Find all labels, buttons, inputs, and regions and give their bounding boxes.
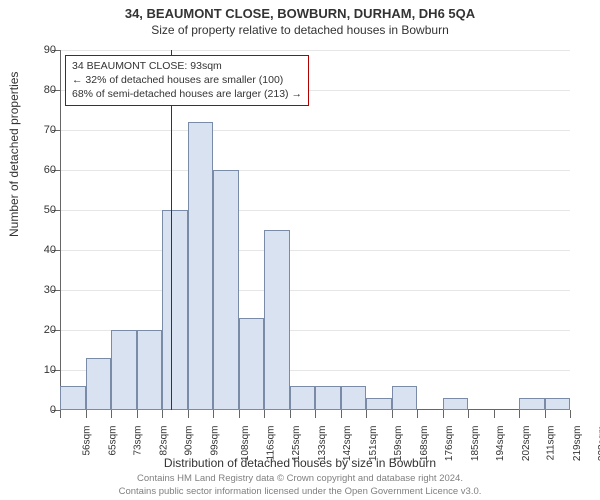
annotation-box: 34 BEAUMONT CLOSE: 93sqm ← 32% of detach…: [65, 55, 309, 106]
plot-area: 0102030405060708090 56sqm65sqm73sqm82sqm…: [60, 50, 570, 410]
y-tick-label: 60: [26, 164, 56, 176]
histogram-bar: [392, 386, 418, 410]
x-tick-label: 65sqm: [107, 426, 118, 456]
annotation-line-3: 68% of semi-detached houses are larger (…: [72, 87, 302, 101]
histogram-bar: [162, 210, 188, 410]
chart-subtitle: Size of property relative to detached ho…: [0, 23, 600, 39]
histogram-bar: [137, 330, 163, 410]
annotation-line-2: ← 32% of detached houses are smaller (10…: [72, 73, 302, 87]
histogram-bar: [264, 230, 290, 410]
histogram-bar: [519, 398, 545, 410]
x-tick-label: 56sqm: [82, 426, 93, 456]
histogram-bar: [188, 122, 214, 410]
histogram-bar: [60, 386, 86, 410]
x-tick-label: 82sqm: [158, 426, 169, 456]
y-tick-label: 20: [26, 324, 56, 336]
y-tick-label: 30: [26, 284, 56, 296]
histogram-bar: [239, 318, 265, 410]
x-tick-label: 73sqm: [133, 426, 144, 456]
y-tick-label: 80: [26, 84, 56, 96]
histogram-bar: [213, 170, 239, 410]
histogram-bar: [341, 386, 367, 410]
footer-line-1: Contains HM Land Registry data © Crown c…: [0, 473, 600, 485]
annotation-line-1: 34 BEAUMONT CLOSE: 93sqm: [72, 59, 302, 73]
x-tick-label: 99sqm: [209, 426, 220, 456]
x-axis-title: Distribution of detached houses by size …: [0, 456, 600, 470]
histogram-bar: [443, 398, 469, 410]
histogram-bar: [290, 386, 316, 410]
y-tick-label: 70: [26, 124, 56, 136]
histogram-bar: [366, 398, 392, 410]
y-tick-label: 10: [26, 364, 56, 376]
histogram-bar: [315, 386, 341, 410]
y-tick-label: 40: [26, 244, 56, 256]
histogram-bar: [111, 330, 137, 410]
histogram-bar: [545, 398, 571, 410]
y-axis-title: Number of detached properties: [7, 72, 21, 237]
histogram-bar: [86, 358, 112, 410]
x-tick-label: 90sqm: [184, 426, 195, 456]
y-tick-label: 0: [26, 404, 56, 416]
property-size-histogram: 34, BEAUMONT CLOSE, BOWBURN, DURHAM, DH6…: [0, 0, 600, 500]
footer-line-2: Contains public sector information licen…: [0, 486, 600, 498]
chart-footer: Contains HM Land Registry data © Crown c…: [0, 473, 600, 498]
y-tick-label: 50: [26, 204, 56, 216]
y-tick-label: 90: [26, 44, 56, 56]
chart-title: 34, BEAUMONT CLOSE, BOWBURN, DURHAM, DH6…: [0, 0, 600, 23]
